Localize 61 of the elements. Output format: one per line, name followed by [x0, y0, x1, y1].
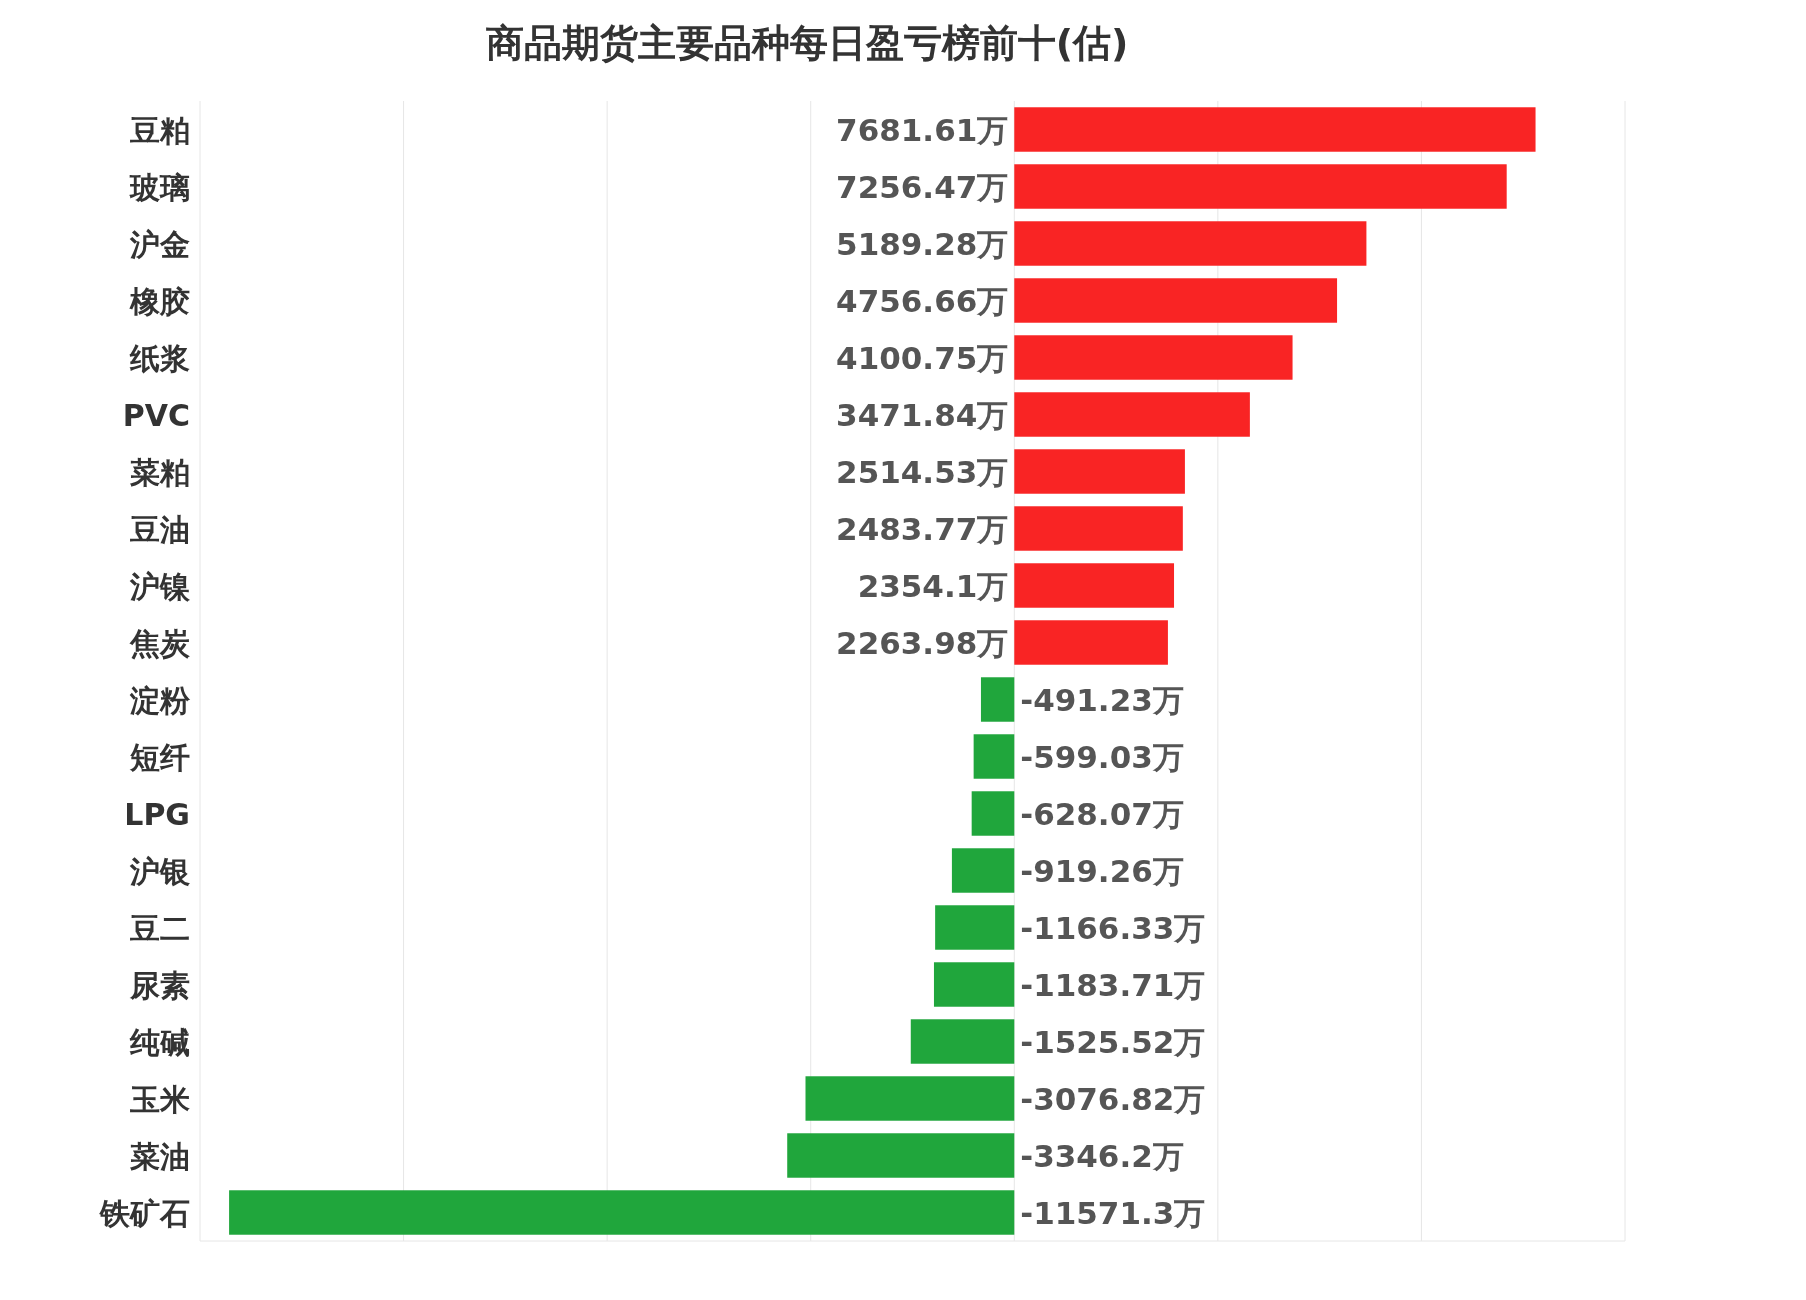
bar: [935, 905, 1015, 950]
y-tick-label: 铁矿石: [99, 1195, 190, 1231]
data-label: 2263.98万: [836, 624, 1009, 661]
y-tick-label: 淀粉: [129, 682, 191, 718]
y-tick-label: 菜油: [129, 1138, 190, 1174]
data-label: 4756.66万: [836, 282, 1009, 319]
bar: [1014, 620, 1168, 665]
bar: [1014, 506, 1183, 551]
y-tick-label: 玉米: [129, 1081, 190, 1117]
data-label: -919.26万: [1020, 852, 1184, 889]
bar: [1014, 107, 1536, 152]
bar: [1014, 449, 1185, 494]
bar: [910, 1019, 1015, 1064]
data-label: 2354.1万: [857, 567, 1009, 604]
bar: [1014, 563, 1175, 608]
data-label: 4100.75万: [836, 339, 1009, 376]
data-label: 7681.61万: [836, 111, 1009, 148]
data-label: -491.23万: [1020, 681, 1184, 718]
data-label: -3346.2万: [1020, 1137, 1184, 1174]
data-label: 2483.77万: [836, 510, 1009, 547]
data-label: 2514.53万: [836, 453, 1009, 490]
data-label: -3076.82万: [1020, 1080, 1206, 1117]
data-label: -1166.33万: [1020, 909, 1206, 946]
y-tick-label: 沪镍: [129, 568, 191, 604]
y-tick-label: 沪银: [129, 853, 190, 889]
data-label: -599.03万: [1020, 738, 1184, 775]
bar: [1014, 164, 1507, 209]
y-tick-label: 豆二: [129, 910, 190, 946]
y-tick-label: 豆油: [129, 511, 190, 547]
chart-title: 商品期货主要品种每日盈亏榜前十(估): [485, 21, 1129, 65]
bar: [951, 848, 1015, 893]
bar: [229, 1190, 1015, 1235]
y-tick-label: 玻璃: [129, 169, 190, 205]
bar: [973, 734, 1015, 779]
y-tick-label: PVC: [122, 397, 190, 433]
bar: [980, 677, 1015, 722]
y-tick-label: 尿素: [129, 967, 190, 1003]
y-tick-label: 纯碱: [129, 1024, 190, 1060]
bar: [1014, 278, 1338, 323]
bar: [1014, 221, 1367, 266]
bar: [805, 1076, 1015, 1121]
y-tick-label: 菜粕: [129, 454, 190, 490]
y-tick-label: 橡胶: [129, 283, 190, 319]
bar: [787, 1133, 1015, 1178]
data-label: 3471.84万: [836, 396, 1009, 433]
bar: [1014, 392, 1250, 437]
y-tick-label: 豆粕: [129, 112, 190, 148]
bar: [1014, 335, 1293, 380]
data-label: 7256.47万: [836, 168, 1009, 205]
bar: [933, 962, 1015, 1007]
bar: [971, 791, 1015, 836]
y-tick-label: 纸浆: [129, 340, 190, 376]
data-label: 5189.28万: [836, 225, 1009, 262]
data-label: -11571.3万: [1020, 1194, 1206, 1231]
y-tick-label: 短纤: [129, 739, 190, 775]
y-tick-label: LPG: [124, 796, 190, 832]
data-label: -1183.71万: [1020, 966, 1206, 1003]
y-tick-label: 焦炭: [129, 625, 190, 661]
data-label: -628.07万: [1020, 795, 1184, 832]
y-tick-label: 沪金: [129, 226, 190, 262]
data-label: -1525.52万: [1020, 1023, 1206, 1060]
